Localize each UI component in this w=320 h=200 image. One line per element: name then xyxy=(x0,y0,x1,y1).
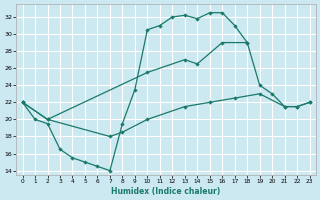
X-axis label: Humidex (Indice chaleur): Humidex (Indice chaleur) xyxy=(111,187,221,196)
